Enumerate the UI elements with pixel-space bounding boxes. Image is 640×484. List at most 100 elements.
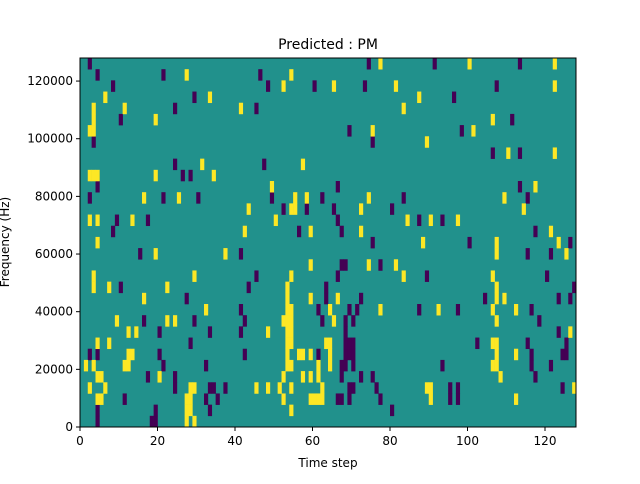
plot-frame	[79, 57, 577, 428]
heatmap-cell-low	[455, 382, 461, 394]
x-tick-label: 20	[150, 434, 165, 448]
heatmap-cell-low	[359, 292, 364, 305]
heatmap-cell-low	[440, 214, 445, 227]
heatmap-cell-high	[494, 359, 499, 372]
heatmap-cell-low	[207, 326, 213, 338]
heatmap-cell-low	[316, 348, 321, 361]
heatmap-cell-high	[331, 80, 337, 92]
heatmap-cell-high	[188, 404, 193, 417]
y-tick-label: 60000	[35, 247, 73, 261]
heatmap-cell-high	[103, 382, 108, 394]
heatmap-cell-low	[180, 169, 185, 182]
heatmap-cell-low	[370, 371, 375, 383]
heatmap-cell-low	[343, 326, 348, 338]
heatmap-cell-high	[99, 393, 104, 405]
heatmap-cell-low	[192, 315, 197, 327]
heatmap-cell-low	[149, 415, 154, 428]
heatmap-cell-high	[320, 382, 325, 394]
heatmap-cell-low	[401, 192, 406, 204]
heatmap-cell-high	[285, 348, 290, 361]
heatmap-cell-low	[417, 214, 422, 227]
heatmap-cell-high	[502, 292, 507, 305]
heatmap-cell-low	[347, 348, 352, 361]
heatmap-cell-high	[308, 393, 313, 405]
heatmap-cell-low	[196, 192, 201, 204]
heatmap-cell-high	[393, 80, 399, 92]
heatmap-cell-high	[91, 102, 96, 115]
heatmap-cell-high	[490, 359, 495, 372]
heatmap-cell-high	[552, 58, 557, 70]
heatmap-cell-high	[83, 359, 89, 372]
heatmap-cell-high	[207, 91, 213, 104]
heatmap-cell-low	[254, 270, 259, 282]
heatmap-cell-high	[165, 281, 170, 294]
heatmap-cell-low	[343, 359, 348, 372]
heatmap-cell-high	[494, 337, 499, 350]
heatmap-cell-low	[517, 147, 523, 159]
heatmap-cell-low	[320, 315, 325, 327]
heatmap-cell-low	[339, 225, 344, 238]
heatmap-cell-low	[184, 292, 189, 305]
heatmap-cell-high	[269, 181, 275, 193]
heatmap-cell-low	[223, 382, 228, 394]
heatmap-cell-low	[370, 236, 375, 249]
heatmap-cell-low	[238, 248, 244, 260]
x-axis-label: Time step	[297, 456, 357, 470]
heatmap-cell-high	[266, 326, 271, 338]
y-tick-label: 0	[65, 420, 73, 434]
heatmap-cell-low	[242, 348, 247, 361]
heatmap-cell-high	[533, 181, 538, 193]
heatmap-cell-low	[142, 315, 147, 327]
heatmap-cell-low	[207, 404, 213, 417]
heatmap-cell-high	[95, 371, 100, 383]
y-tick-label: 100000	[27, 132, 73, 146]
heatmap-cell-high	[289, 69, 294, 81]
heatmap-cell-low	[335, 393, 340, 405]
heatmap-cell-low	[517, 58, 523, 70]
heatmap-cell-low	[262, 158, 267, 171]
heatmap-cell-high	[514, 393, 519, 405]
heatmap-cell-high	[289, 382, 294, 394]
heatmap-cell-high	[289, 404, 294, 417]
y-tick-label: 40000	[35, 305, 73, 319]
heatmap-cell-high	[289, 315, 294, 327]
heatmap-cell-low	[483, 292, 488, 305]
heatmap-cell-high	[153, 169, 158, 182]
heatmap-cell-high	[289, 359, 294, 372]
heatmap-cell-low	[494, 80, 499, 92]
x-axis: 0 20 40 60 80 100 120	[76, 427, 556, 448]
heatmap-cell-low	[432, 58, 437, 70]
heatmap-cell-low	[91, 136, 96, 148]
heatmap-cell-high	[335, 292, 340, 305]
heatmap-cell-high	[428, 382, 433, 394]
heatmap-cell-low	[297, 225, 302, 238]
heatmap-cell-low	[533, 225, 538, 238]
heatmap-cell-low	[246, 281, 251, 294]
heatmap-cell-high	[366, 259, 371, 271]
heatmap-cell-low	[335, 181, 340, 193]
heatmap-cell-high	[289, 337, 294, 350]
heatmap-cells	[80, 58, 577, 428]
heatmap-cell-low	[556, 326, 561, 338]
heatmap-cell-high	[494, 315, 499, 327]
heatmap-cell-high	[328, 304, 333, 316]
heatmap-cell-low	[560, 382, 565, 394]
heatmap-cell-high	[556, 236, 561, 249]
heatmap-cell-low	[448, 382, 453, 394]
heatmap-cell-high	[428, 393, 433, 405]
heatmap-cell-low	[347, 304, 352, 316]
heatmap-cell-high	[246, 203, 251, 215]
heatmap-cell-low	[448, 393, 453, 405]
heatmap-cell-low	[564, 337, 569, 350]
heatmap-cell-high	[281, 80, 286, 92]
heatmap-cell-low	[362, 80, 368, 92]
heatmap-cell-low	[475, 337, 480, 350]
heatmap-cell-high	[548, 225, 554, 238]
heatmap-cell-low	[351, 359, 356, 372]
heatmap-cell-high	[572, 382, 577, 394]
heatmap-cell-low	[355, 304, 360, 316]
heatmap-cell-low	[114, 214, 120, 227]
heatmap-cell-high	[506, 147, 511, 159]
heatmap-cell-low	[87, 58, 92, 70]
heatmap-cell-high	[122, 102, 127, 115]
